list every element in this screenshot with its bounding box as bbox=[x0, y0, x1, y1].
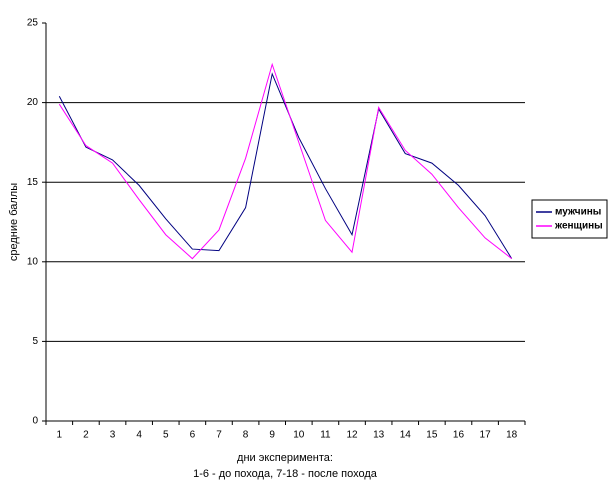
legend-label: мужчины bbox=[555, 207, 601, 218]
series-line bbox=[58, 72, 513, 259]
legend-label: женщины bbox=[554, 221, 603, 232]
x-tick-label: 9 bbox=[269, 430, 275, 441]
x-tick-label: 7 bbox=[216, 430, 222, 441]
x-axis-label: 1-6 - до похода, 7-18 - после похода bbox=[193, 468, 378, 480]
x-tick-label: 8 bbox=[243, 430, 249, 441]
x-tick-label: 15 bbox=[426, 430, 438, 441]
x-tick-label: 10 bbox=[293, 430, 305, 441]
legend-box bbox=[531, 199, 608, 239]
y-tick-label: 25 bbox=[27, 18, 39, 29]
y-tick-label: 0 bbox=[32, 416, 38, 427]
x-tick-label: 13 bbox=[373, 430, 385, 441]
series-line bbox=[58, 62, 513, 260]
x-tick-label: 1 bbox=[57, 430, 63, 441]
y-axis-label: средние баллы bbox=[8, 183, 20, 261]
x-tick-label: 16 bbox=[453, 430, 465, 441]
x-tick-label: 3 bbox=[110, 430, 116, 441]
y-tick-label: 20 bbox=[27, 97, 39, 108]
x-tick-label: 17 bbox=[480, 430, 492, 441]
x-tick-label: 11 bbox=[320, 430, 331, 441]
x-tick-label: 4 bbox=[136, 430, 142, 441]
y-tick-label: 10 bbox=[27, 256, 39, 267]
x-tick-label: 12 bbox=[346, 430, 358, 441]
x-tick-label: 14 bbox=[400, 430, 412, 441]
x-tick-label: 6 bbox=[190, 430, 196, 441]
x-tick-label: 18 bbox=[506, 430, 518, 441]
x-tick-label: 2 bbox=[83, 430, 89, 441]
y-tick-label: 15 bbox=[27, 177, 39, 188]
x-axis-label: дни эксперимента: bbox=[237, 452, 333, 464]
y-tick-label: 5 bbox=[32, 336, 38, 347]
x-tick-label: 5 bbox=[163, 430, 169, 441]
